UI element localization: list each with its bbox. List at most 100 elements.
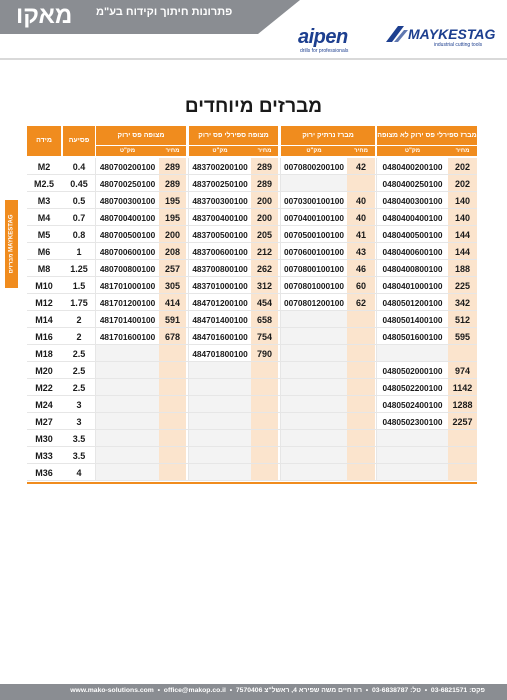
subheader-price-2: מחיר	[251, 146, 278, 156]
header-group-3: מברז נרתיק ירוק	[281, 126, 375, 145]
price-cell-4: 144	[454, 246, 471, 257]
pitch-cell: 4	[76, 467, 82, 478]
row-divider	[27, 208, 477, 209]
code-cell-3: 0070801200100	[284, 297, 344, 308]
price-cell-1	[159, 396, 186, 413]
code-cell-2: 483700400100	[192, 212, 248, 223]
pitch-cell: 0.45	[70, 178, 88, 189]
code-cell-3	[281, 413, 347, 430]
size-cell: M33	[35, 450, 53, 461]
row-divider	[27, 463, 477, 464]
code-cell-1: 481701200100	[99, 297, 156, 308]
price-cell-4: 140	[454, 195, 471, 206]
size-cell: M2.5	[33, 178, 54, 189]
price-cell-2	[251, 413, 278, 430]
empty-cell-bg	[189, 379, 251, 396]
price-cell-2	[251, 379, 278, 396]
price-cell-4: 144	[454, 229, 471, 240]
code-cell-4: 0480502000100	[382, 365, 443, 376]
code-cell-4: 0480502300100	[382, 416, 443, 427]
pitch-cell: 0.5	[72, 195, 86, 206]
header-group-2: מצופה ספירלי פס ירוק	[189, 126, 278, 145]
price-cell-3	[347, 396, 375, 413]
pitch-cell: 2	[76, 331, 82, 342]
code-cell-4: 0480401000100	[382, 280, 443, 291]
price-cell-1	[159, 362, 186, 379]
size-cell: M16	[35, 331, 53, 342]
price-cell-2: 754	[256, 331, 273, 342]
pitch-cell: 3.5	[72, 433, 86, 444]
price-cell-4: 225	[454, 280, 471, 291]
price-cell-3: 41	[355, 229, 366, 240]
pitch-cell: 1.25	[70, 263, 88, 274]
size-cell: M12	[35, 297, 53, 308]
pitch-cell: 0.8	[72, 229, 86, 240]
price-cell-2: 212	[256, 246, 273, 257]
code-cell-2	[189, 396, 251, 413]
size-cell: M6	[37, 246, 51, 257]
empty-cell-bg	[281, 328, 347, 345]
code-cell-3	[281, 396, 347, 413]
code-cell-2: 484701600100	[192, 331, 248, 342]
price-cell-1	[159, 464, 186, 481]
code-cell-3: 0070801000100	[284, 280, 344, 291]
price-cell-1: 289	[164, 161, 181, 172]
empty-cell-bg	[96, 413, 159, 430]
code-cell-4	[377, 345, 448, 362]
brand-name: מאקו	[16, 2, 73, 29]
code-cell-2: 483700200100	[192, 161, 248, 172]
pitch-cell: 3.5	[72, 450, 86, 461]
group-divider	[376, 158, 377, 481]
pitch-cell: 1.75	[70, 297, 88, 308]
page-title: מברזים מיוחדים	[184, 96, 323, 117]
maykestag-tagline: industrial cutting tools	[434, 42, 483, 48]
price-cell-4: 202	[454, 161, 471, 172]
aipen-logo-text: aipen	[298, 26, 348, 48]
row-divider	[27, 446, 477, 447]
code-cell-4: 0480501200100	[382, 297, 443, 308]
price-cell-2	[251, 447, 278, 464]
row-divider	[27, 276, 477, 277]
empty-cell-bg	[96, 464, 159, 481]
price-cell-2	[251, 430, 278, 447]
price-cell-2: 200	[256, 212, 273, 223]
code-cell-1: 480700400100	[99, 212, 156, 223]
page-header: מאקו פתרונות חיתוך וקידוח בע"מ aipen dri…	[0, 0, 507, 60]
empty-cell-bg	[281, 175, 347, 192]
footer-email: office@makop.co.il	[163, 687, 226, 694]
price-cell-1: 200	[164, 229, 181, 240]
empty-cell-bg	[189, 447, 251, 464]
price-cell-1	[159, 447, 186, 464]
code-cell-2: 484701800100	[192, 348, 248, 359]
price-cell-3: 46	[355, 263, 366, 274]
row-divider	[27, 242, 477, 243]
price-column-bg-3	[347, 158, 375, 481]
code-cell-3: 0070600100100	[284, 246, 344, 257]
empty-cell-bg	[281, 396, 347, 413]
empty-cell-bg	[281, 311, 347, 328]
size-cell: M10	[35, 280, 53, 291]
code-cell-4: 0480400250100	[382, 178, 443, 189]
price-cell-4: 974	[454, 365, 471, 376]
code-cell-1	[96, 345, 159, 362]
footer-fax: פקס: 03-6821571	[430, 687, 485, 694]
code-cell-4	[377, 464, 448, 481]
price-cell-3	[347, 362, 375, 379]
price-cell-3	[347, 345, 375, 362]
code-cell-1: 480700800100	[99, 263, 156, 274]
price-cell-2: 289	[256, 161, 273, 172]
row-divider	[27, 293, 477, 294]
row-divider	[27, 259, 477, 260]
empty-cell-bg	[189, 413, 251, 430]
pitch-cell: 1	[76, 246, 82, 257]
pitch-cell: 3	[76, 416, 82, 427]
price-column-bg-4	[448, 158, 477, 481]
footer-contact: www.mako-solutions.com • office@makop.co…	[70, 687, 485, 694]
price-cell-4	[448, 430, 477, 447]
code-cell-4: 0480502200100	[382, 382, 443, 393]
empty-cell-bg	[281, 447, 347, 464]
code-cell-1: 481701600100	[99, 331, 156, 342]
price-cell-1: 305	[164, 280, 181, 291]
price-cell-1: 195	[164, 212, 181, 223]
pitch-cell: 2.5	[72, 365, 86, 376]
